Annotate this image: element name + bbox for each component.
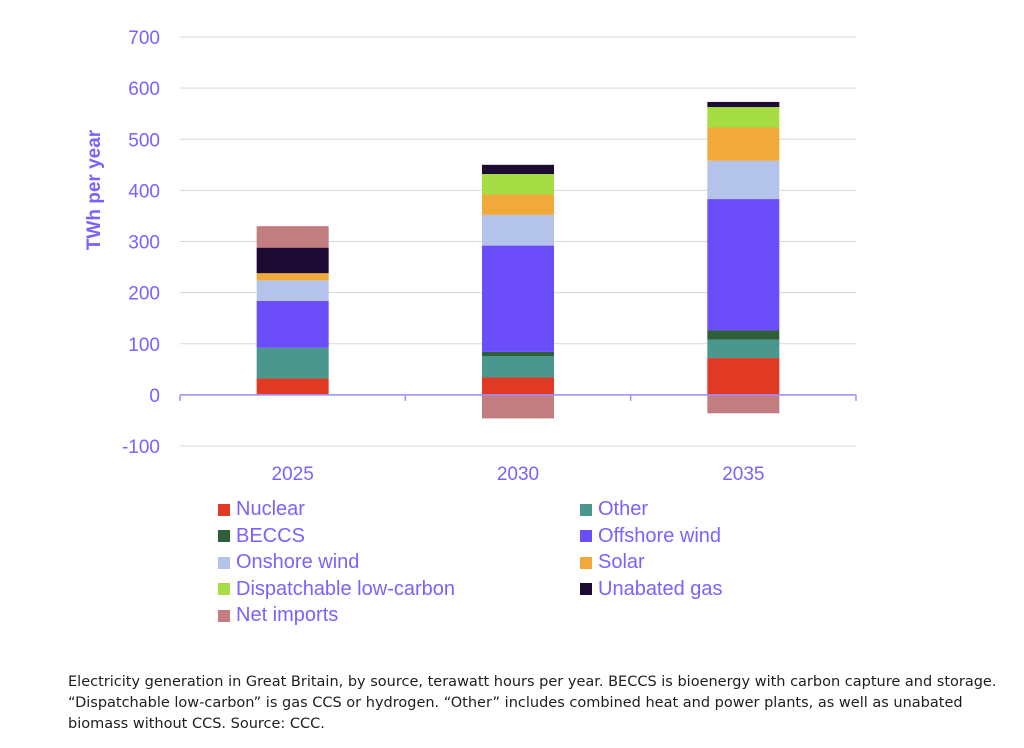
legend-item-unabated-gas: Unabated gas: [580, 578, 723, 601]
bar-segment-dispatchable-low-carbon-2035: [707, 107, 780, 128]
legend-label: Net imports: [236, 604, 339, 626]
legend-item-other: Other: [580, 498, 648, 521]
x-tick-label: 2030: [497, 464, 539, 485]
bar-segment-onshore-wind-2025: [256, 280, 329, 301]
legend-swatch: [218, 503, 230, 516]
y-tick-label: 100: [128, 335, 160, 356]
legend-item-offshore-wind: Offshore wind: [580, 525, 721, 548]
legend-swatch: [218, 556, 230, 569]
chart-area: 700 600 500 400 300 200 100 0 -100 2025 2030 2035 TW…: [84, 28, 857, 485]
legend-label: Offshore wind: [598, 524, 722, 547]
bar-segment-net-imports-2035: [707, 394, 780, 414]
y-tick-label: -100: [122, 437, 160, 458]
bar-segment-other-2035: [707, 339, 780, 359]
legend-label: Unabated gas: [598, 577, 723, 600]
x-tick-label: 2035: [722, 464, 764, 485]
legend-label: Dispatchable low-carbon: [236, 577, 456, 600]
legend-label: Other: [598, 498, 649, 520]
bar-segment-nuclear-2025: [256, 378, 329, 395]
bar-segment-offshore-wind-2030: [482, 245, 554, 352]
legend-swatch: [580, 556, 592, 569]
bar-segment-unabated-gas-2030: [482, 164, 554, 175]
legend-item-dispatchable-low-carbon: Dispatchable low-carbon: [218, 578, 455, 601]
legend-label: Solar: [598, 551, 645, 573]
y-tick-label: 300: [128, 233, 160, 254]
bar-segment-net-imports-2030: [482, 394, 554, 419]
legend-label: Onshore wind: [236, 551, 360, 573]
bar-segment-onshore-wind-2030: [482, 214, 554, 246]
bar-segment-beccs-2030: [482, 351, 554, 357]
legend-swatch: [580, 503, 592, 516]
bar-segment-unabated-gas-2035: [707, 101, 780, 108]
figure-caption: Electricity generation in Great Britain,…: [68, 674, 997, 732]
legend-item-solar: Solar: [580, 551, 645, 574]
legend-item-net-imports: Net imports: [218, 604, 338, 627]
bar-segment-unabated-gas-2025: [256, 247, 329, 274]
y-tick-label: 400: [128, 181, 160, 202]
bar-segment-nuclear-2030: [482, 377, 554, 395]
legend-item-nuclear: Nuclear: [218, 498, 305, 521]
legend-item-onshore-wind: Onshore wind: [218, 551, 359, 574]
bar-segment-offshore-wind-2035: [707, 199, 780, 331]
bar-segment-solar-2030: [482, 194, 554, 215]
y-tick-label: 0: [149, 386, 160, 407]
y-tick-label: 600: [128, 79, 160, 100]
bar-segment-beccs-2035: [707, 330, 780, 340]
legend-swatch: [218, 609, 230, 622]
legend-swatch: [580, 583, 592, 595]
x-tick-label: 2025: [272, 464, 314, 485]
y-axis-title: TWh per year: [84, 129, 105, 250]
legend-swatch: [218, 530, 230, 542]
bar-segment-other-2030: [482, 356, 554, 378]
bar-segment-offshore-wind-2025: [256, 300, 329, 348]
bar-segment-net-imports-2025: [256, 226, 329, 248]
y-tick-label: 700: [128, 28, 160, 49]
y-tick-label: 200: [128, 284, 160, 305]
legend-label: BECCS: [236, 524, 305, 547]
legend-swatch: [218, 583, 230, 595]
bar-segment-nuclear-2035: [707, 358, 780, 395]
legend-swatch: [580, 530, 592, 542]
bar-segment-onshore-wind-2035: [707, 160, 780, 200]
bar-segment-dispatchable-low-carbon-2030: [482, 174, 554, 195]
legend-label: Nuclear: [236, 498, 305, 520]
y-tick-label: 500: [128, 130, 160, 151]
bar-segment-other-2025: [256, 347, 329, 379]
bar-segment-solar-2035: [707, 127, 780, 161]
legend-item-beccs: BECCS: [218, 525, 305, 548]
bar-segment-solar-2025: [256, 273, 329, 281]
